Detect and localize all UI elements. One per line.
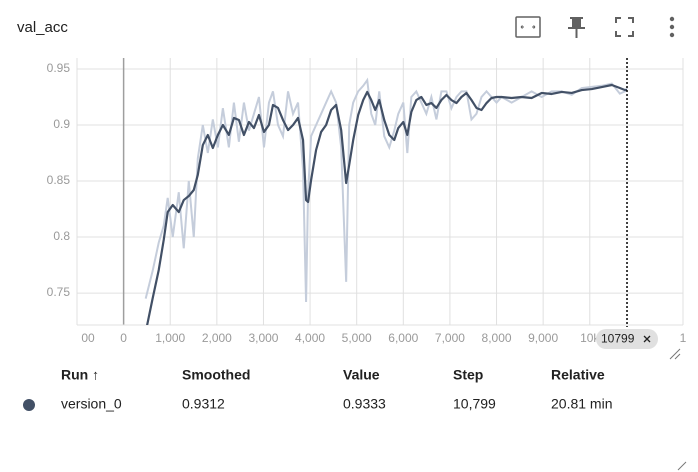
- value-cell: 0.9333: [343, 396, 386, 412]
- step-badge[interactable]: [596, 329, 659, 349]
- x-tick-label: 1: [680, 331, 687, 345]
- run-color: [23, 399, 35, 411]
- smoothed-line: [146, 83, 628, 325]
- x-tick-label: 3,000: [248, 331, 278, 345]
- more-icon[interactable]: [669, 16, 675, 38]
- fit-icon[interactable]: [515, 16, 541, 38]
- resize-handle[interactable]: [677, 461, 687, 471]
- y-tick-label: 0.75: [47, 285, 71, 299]
- x-tick-label: 2,000: [202, 331, 232, 345]
- smoothed-cell: 0.9312: [182, 396, 225, 412]
- badge-close: [643, 335, 651, 343]
- x-tick-label: 7,000: [435, 331, 465, 345]
- x-tick-label: 8,000: [482, 331, 512, 345]
- run-table: Run ↑ Smoothed Value Step Relative versi…: [23, 367, 612, 412]
- column-header[interactable]: Smoothed: [182, 367, 250, 383]
- fullscreen-icon[interactable]: [615, 17, 634, 37]
- step-badge-label: 10799: [601, 332, 635, 346]
- y-tick-label: 0.9: [53, 117, 70, 131]
- x-tick-label: 6,000: [388, 331, 418, 345]
- y-tick-label: 0.85: [47, 173, 71, 187]
- column-header[interactable]: Relative: [551, 367, 605, 383]
- column-header[interactable]: Run ↑: [61, 367, 99, 383]
- run-name: version_0: [61, 396, 122, 412]
- x-tick-label: 00: [81, 331, 95, 345]
- raw-line: [144, 77, 628, 303]
- x-tick-label: 1,000: [155, 331, 185, 345]
- x-tick-label: 9,000: [528, 331, 558, 345]
- pin-icon[interactable]: [568, 17, 585, 38]
- x-tick-label: 5,000: [342, 331, 372, 345]
- x-tick-label: 0: [120, 331, 127, 345]
- plot-area: [144, 77, 628, 325]
- column-header[interactable]: Step: [453, 367, 483, 383]
- x-tick-label: 4,000: [295, 331, 325, 345]
- grid: [76, 58, 684, 326]
- step-cell: 10,799: [453, 396, 496, 412]
- x-tick-label: 10k: [580, 331, 600, 345]
- chart-title: val_acc: [17, 19, 68, 36]
- y-tick-label: 0.8: [53, 229, 70, 243]
- column-header[interactable]: Value: [343, 367, 380, 383]
- relative-cell: 20.81 min: [551, 396, 612, 412]
- y-tick-label: 0.95: [47, 61, 71, 75]
- resize-handle[interactable]: [669, 348, 681, 360]
